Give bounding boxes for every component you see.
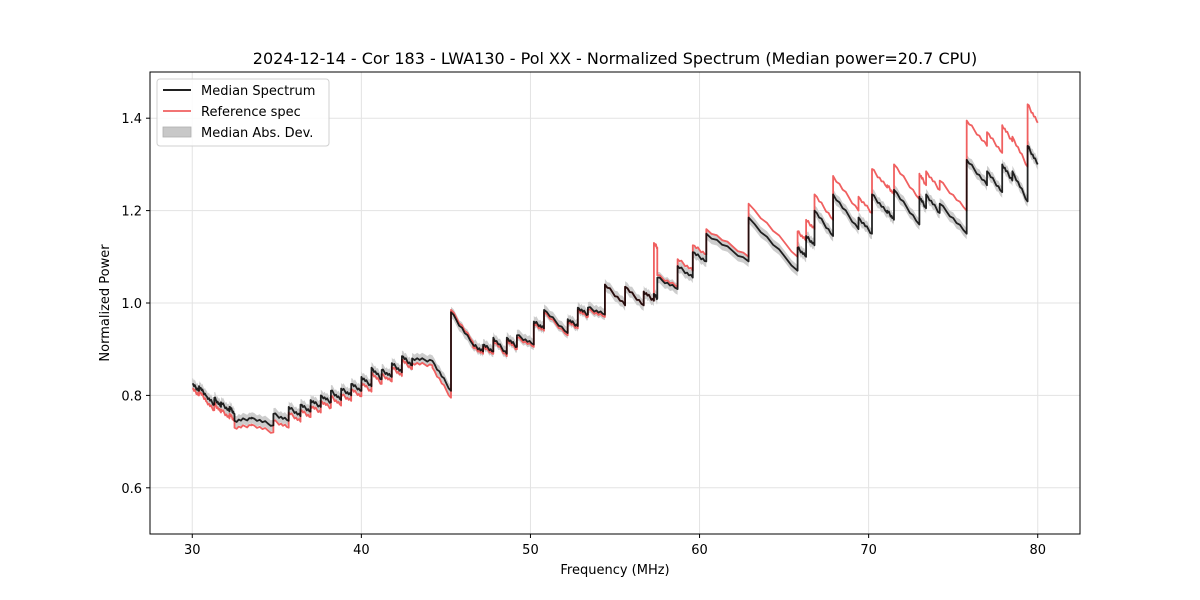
y-axis-label: Normalized Power xyxy=(98,244,113,362)
y-tick-label: 1.0 xyxy=(121,297,142,312)
legend-label-mad: Median Abs. Dev. xyxy=(201,126,313,141)
x-axis-label: Frequency (MHz) xyxy=(560,563,669,578)
x-tick-label: 30 xyxy=(184,543,201,558)
x-tick-label: 80 xyxy=(1029,543,1046,558)
chart-title: 2024-12-14 - Cor 183 - LWA130 - Pol XX -… xyxy=(253,49,977,68)
y-tick-label: 0.6 xyxy=(121,482,142,497)
legend-frame xyxy=(156,78,330,147)
y-tick-label: 1.4 xyxy=(121,112,142,127)
x-tick-label: 40 xyxy=(353,543,370,558)
x-tick-label: 50 xyxy=(522,543,539,558)
x-tick-label: 70 xyxy=(860,543,877,558)
median-spectrum-line xyxy=(192,144,1039,427)
legend-label-reference: Reference spec xyxy=(201,105,301,120)
plot-series xyxy=(192,103,1039,434)
x-tick-label: 60 xyxy=(691,543,708,558)
y-tick-label: 0.8 xyxy=(121,389,142,404)
legend: Median Spectrum Reference spec Median Ab… xyxy=(156,78,330,147)
reference-spectrum-line xyxy=(192,103,1039,434)
y-tick-label: 1.2 xyxy=(121,205,142,220)
legend-swatch-mad xyxy=(162,126,192,138)
legend-label-median: Median Spectrum xyxy=(201,84,315,99)
x-axis: 30 40 50 60 70 80 xyxy=(184,534,1046,558)
y-axis: 0.6 0.8 1.0 1.2 1.4 xyxy=(121,112,150,497)
